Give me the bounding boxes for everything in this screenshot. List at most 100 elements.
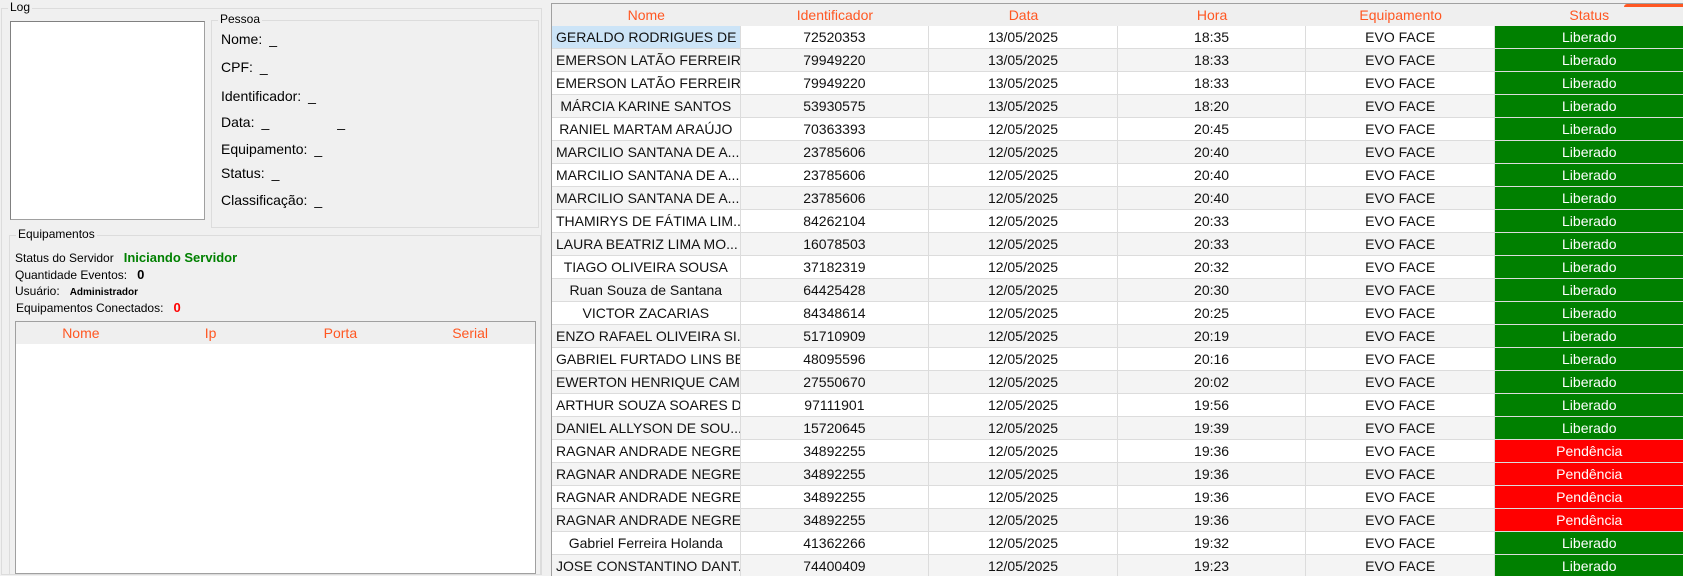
cell-hora[interactable]: 19:39 <box>1118 417 1307 439</box>
cell-data[interactable]: 13/05/2025 <box>929 26 1118 48</box>
cell-equipamento[interactable]: EVO FACE <box>1306 26 1495 48</box>
cell-nome[interactable]: RAGNAR ANDRADE NEGRE... <box>552 486 741 508</box>
cell-data[interactable]: 12/05/2025 <box>929 164 1118 186</box>
col-identificador[interactable]: Identificador <box>796 7 874 23</box>
cell-status[interactable]: Liberado <box>1494 532 1683 554</box>
cell-identificador[interactable]: 53930575 <box>741 95 930 117</box>
cell-data[interactable]: 12/05/2025 <box>929 440 1118 462</box>
cell-data[interactable]: 12/05/2025 <box>929 187 1118 209</box>
cell-hora[interactable]: 20:25 <box>1118 302 1307 324</box>
cell-identificador[interactable]: 16078503 <box>741 233 930 255</box>
cell-equipamento[interactable]: EVO FACE <box>1306 348 1495 370</box>
cell-hora[interactable]: 19:36 <box>1118 463 1307 485</box>
cell-identificador[interactable]: 64425428 <box>741 279 930 301</box>
cell-identificador[interactable]: 41362266 <box>741 532 930 554</box>
cell-identificador[interactable]: 37182319 <box>741 256 930 278</box>
cell-data[interactable]: 13/05/2025 <box>929 49 1118 71</box>
devices-table[interactable]: Nome Ip Porta Serial <box>15 321 536 574</box>
cell-hora[interactable]: 20:30 <box>1118 279 1307 301</box>
cell-equipamento[interactable]: EVO FACE <box>1306 302 1495 324</box>
cell-equipamento[interactable]: EVO FACE <box>1306 279 1495 301</box>
cell-data[interactable]: 12/05/2025 <box>929 486 1118 508</box>
cell-data[interactable]: 12/05/2025 <box>929 348 1118 370</box>
table-row[interactable]: ARTHUR SOUZA SOARES D... 97111901 12/05/20… <box>552 394 1683 417</box>
table-row[interactable]: THAMIRYS DE FÁTIMA LIM... 84262104 12/05/2… <box>552 210 1683 233</box>
table-row[interactable]: MARCILIO SANTANA DE A... 23785606 12/05/20… <box>552 164 1683 187</box>
log-list[interactable] <box>10 21 205 220</box>
cell-identificador[interactable]: 48095596 <box>741 348 930 370</box>
cell-identificador[interactable]: 72520353 <box>741 26 930 48</box>
cell-identificador[interactable]: 23785606 <box>741 164 930 186</box>
cell-nome[interactable]: MARCILIO SANTANA DE A... <box>552 164 741 186</box>
cell-identificador[interactable]: 84348614 <box>741 302 930 324</box>
cell-equipamento[interactable]: EVO FACE <box>1306 463 1495 485</box>
cell-hora[interactable]: 20:16 <box>1118 348 1307 370</box>
cell-equipamento[interactable]: EVO FACE <box>1306 371 1495 393</box>
cell-data[interactable]: 12/05/2025 <box>929 532 1118 554</box>
cell-hora[interactable]: 20:33 <box>1118 210 1307 232</box>
cell-identificador[interactable]: 34892255 <box>741 463 930 485</box>
cell-equipamento[interactable]: EVO FACE <box>1306 233 1495 255</box>
table-row[interactable]: JOSE CONSTANTINO DANT... 74400409 12/05/20… <box>552 555 1683 576</box>
table-row[interactable]: MÁRCIA KARINE SANTOS 53930575 13/05/2025 18… <box>552 95 1683 118</box>
cell-nome[interactable]: JOSE CONSTANTINO DANT... <box>552 555 741 576</box>
table-row[interactable]: Gabriel Ferreira Holanda 41362266 12/05/20… <box>552 532 1683 555</box>
cell-nome[interactable]: MARCILIO SANTANA DE A... <box>552 141 741 163</box>
cell-nome[interactable]: EWERTON HENRIQUE CAM... <box>552 371 741 393</box>
events-grid[interactable]: Nome Identificador Data Hora Equipamento… <box>551 3 1683 576</box>
cell-status[interactable]: Liberado <box>1494 141 1683 163</box>
cell-equipamento[interactable]: EVO FACE <box>1306 325 1495 347</box>
cell-status[interactable]: Liberado <box>1494 417 1683 439</box>
table-row[interactable]: EMERSON LATÃO FERREIR... 79949220 13/05/20… <box>552 49 1683 72</box>
cell-nome[interactable]: GABRIEL FURTADO LINS BE... <box>552 348 741 370</box>
cell-status[interactable]: Liberado <box>1494 233 1683 255</box>
cell-hora[interactable]: 20:33 <box>1118 233 1307 255</box>
cell-hora[interactable]: 19:36 <box>1118 440 1307 462</box>
cell-data[interactable]: 12/05/2025 <box>929 325 1118 347</box>
cell-nome[interactable]: RAGNAR ANDRADE NEGRE... <box>552 463 741 485</box>
cell-status[interactable]: Liberado <box>1494 164 1683 186</box>
cell-data[interactable]: 12/05/2025 <box>929 394 1118 416</box>
cell-hora[interactable]: 19:36 <box>1118 509 1307 531</box>
cell-hora[interactable]: 18:33 <box>1118 49 1307 71</box>
cell-equipamento[interactable]: EVO FACE <box>1306 555 1495 576</box>
cell-data[interactable]: 12/05/2025 <box>929 279 1118 301</box>
cell-identificador[interactable]: 23785606 <box>741 187 930 209</box>
cell-identificador[interactable]: 97111901 <box>741 394 930 416</box>
cell-identificador[interactable]: 27550670 <box>741 371 930 393</box>
cell-identificador[interactable]: 70363393 <box>741 118 930 140</box>
cell-status[interactable]: Liberado <box>1494 394 1683 416</box>
cell-nome[interactable]: MÁRCIA KARINE SANTOS <box>552 95 741 117</box>
col-data[interactable]: Data <box>1008 7 1039 23</box>
col-porta[interactable]: Porta <box>323 325 358 341</box>
table-row[interactable]: LAURA BEATRIZ LIMA MO... 16078503 12/05/20… <box>552 233 1683 256</box>
cell-status[interactable]: Liberado <box>1494 118 1683 140</box>
col-status[interactable]: Status <box>1569 7 1610 23</box>
cell-nome[interactable]: RAGNAR ANDRADE NEGRE... <box>552 440 741 462</box>
table-row[interactable]: MARCILIO SANTANA DE A... 23785606 12/05/20… <box>552 141 1683 164</box>
cell-nome[interactable]: MARCILIO SANTANA DE A... <box>552 187 741 209</box>
cell-equipamento[interactable]: EVO FACE <box>1306 141 1495 163</box>
cell-status[interactable]: Liberado <box>1494 325 1683 347</box>
table-row[interactable]: VICTOR ZACARIAS 84348614 12/05/2025 20:25 EV… <box>552 302 1683 325</box>
cell-status[interactable]: Liberado <box>1494 371 1683 393</box>
cell-status[interactable]: Pendência <box>1494 463 1683 485</box>
cell-equipamento[interactable]: EVO FACE <box>1306 532 1495 554</box>
cell-data[interactable]: 12/05/2025 <box>929 371 1118 393</box>
cell-equipamento[interactable]: EVO FACE <box>1306 187 1495 209</box>
cell-data[interactable]: 12/05/2025 <box>929 210 1118 232</box>
cell-status[interactable]: Pendência <box>1494 440 1683 462</box>
cell-nome[interactable]: RAGNAR ANDRADE NEGRE... <box>552 509 741 531</box>
cell-identificador[interactable]: 79949220 <box>741 49 930 71</box>
cell-data[interactable]: 12/05/2025 <box>929 463 1118 485</box>
cell-identificador[interactable]: 23785606 <box>741 141 930 163</box>
col-hora[interactable]: Hora <box>1196 7 1228 23</box>
cell-nome[interactable]: EMERSON LATÃO FERREIR... <box>552 72 741 94</box>
cell-equipamento[interactable]: EVO FACE <box>1306 72 1495 94</box>
cell-nome[interactable]: GERALDO RODRIGUES DE ... <box>552 26 741 48</box>
cell-equipamento[interactable]: EVO FACE <box>1306 440 1495 462</box>
cell-nome[interactable]: LAURA BEATRIZ LIMA MO... <box>552 233 741 255</box>
cell-nome[interactable]: THAMIRYS DE FÁTIMA LIM... <box>552 210 741 232</box>
cell-status[interactable]: Liberado <box>1494 348 1683 370</box>
cell-identificador[interactable]: 51710909 <box>741 325 930 347</box>
